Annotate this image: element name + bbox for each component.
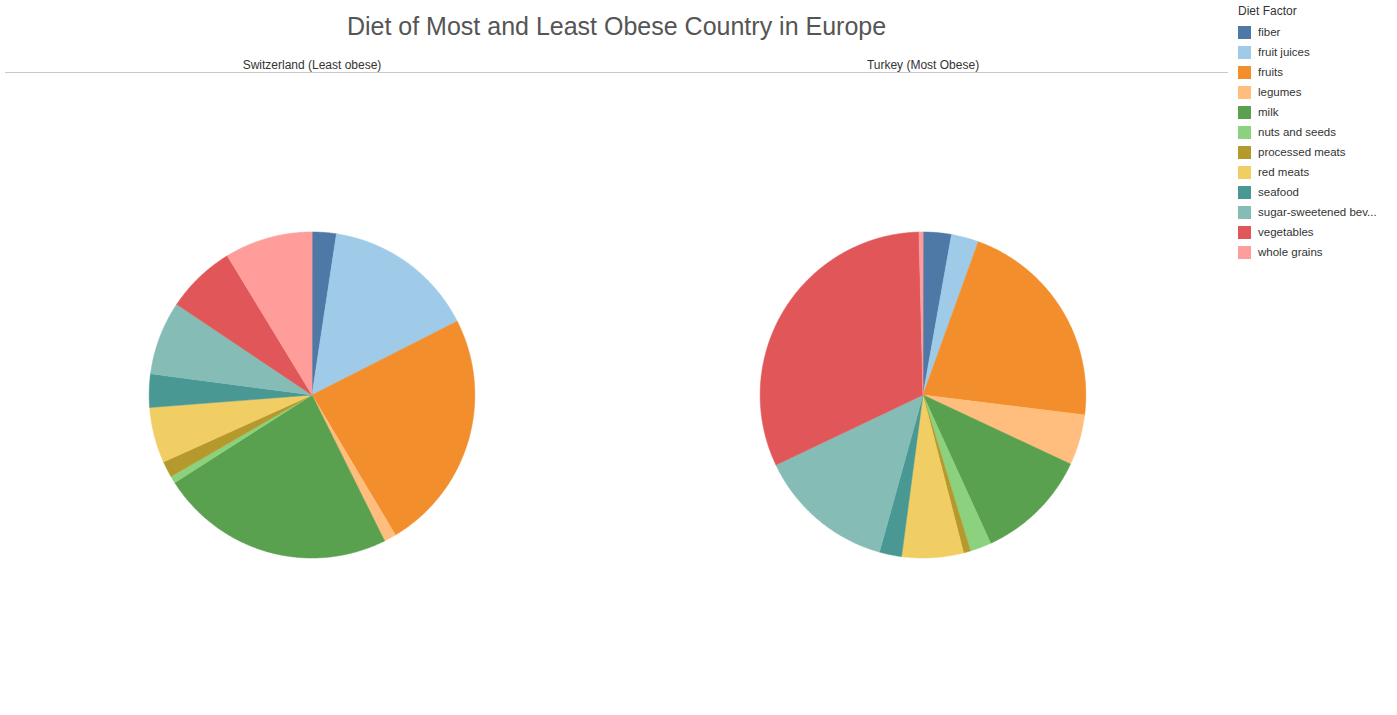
html-text:nuts and seeds: nuts and seeds xyxy=(1258,126,1336,138)
html-text:fruit juices: fruit juices xyxy=(1258,46,1310,58)
html-text:whole grains: whole grains xyxy=(1258,246,1323,258)
html-text:Diet Factor: Diet Factor xyxy=(1238,4,1297,18)
html-text:legumes: legumes xyxy=(1258,86,1302,98)
svg-text:Turkey (Most Obese): Turkey (Most Obese) xyxy=(867,58,979,72)
html-text:sugar-sweetened bev...: sugar-sweetened bev... xyxy=(1258,206,1377,218)
html-text:fruits: fruits xyxy=(1258,66,1283,78)
html-text:red meats: red meats xyxy=(1258,166,1310,178)
html-text:seafood: seafood xyxy=(1258,186,1299,198)
html-text:Diet of Most and Least Obese C: Diet of Most and Least Obese Country in … xyxy=(346,12,887,40)
html-text:milk: milk xyxy=(1258,106,1279,118)
html-text:processed meats: processed meats xyxy=(1258,146,1346,158)
html-text:vegetables: vegetables xyxy=(1258,226,1314,238)
svg-text:Switzerland (Least obese): Switzerland (Least obese) xyxy=(243,58,382,72)
html-text:fiber: fiber xyxy=(1258,26,1281,38)
